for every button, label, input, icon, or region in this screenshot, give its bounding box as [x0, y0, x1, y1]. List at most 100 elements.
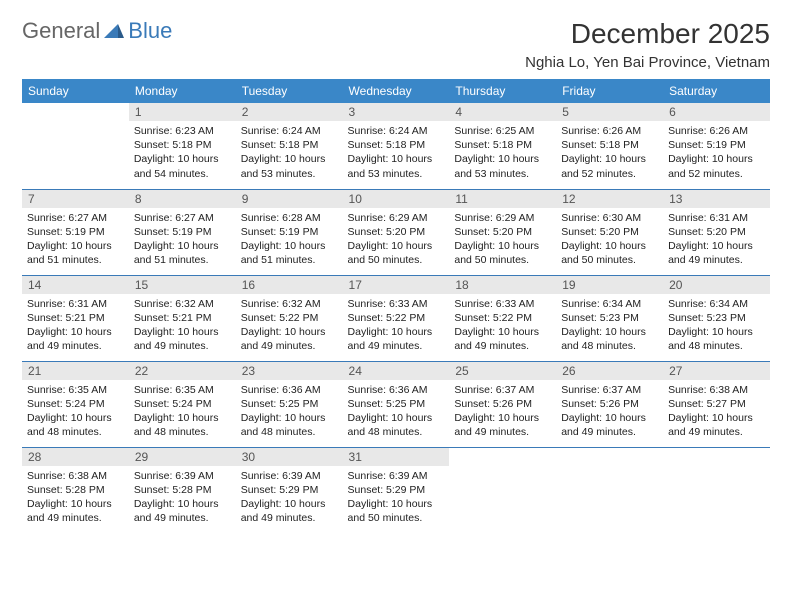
- day-info: Sunrise: 6:39 AMSunset: 5:28 PMDaylight:…: [129, 466, 236, 530]
- day-number: 10: [343, 190, 450, 208]
- day-number: 25: [449, 362, 556, 380]
- day-info: Sunrise: 6:26 AMSunset: 5:19 PMDaylight:…: [663, 121, 770, 185]
- day-number: 7: [22, 190, 129, 208]
- day-info: Sunrise: 6:32 AMSunset: 5:22 PMDaylight:…: [236, 294, 343, 358]
- day-info: Sunrise: 6:28 AMSunset: 5:19 PMDaylight:…: [236, 208, 343, 272]
- month-title: December 2025: [525, 18, 770, 50]
- weekday-header: Tuesday: [236, 79, 343, 103]
- day-number: 8: [129, 190, 236, 208]
- day-info: Sunrise: 6:24 AMSunset: 5:18 PMDaylight:…: [343, 121, 450, 185]
- day-info: Sunrise: 6:25 AMSunset: 5:18 PMDaylight:…: [449, 121, 556, 185]
- calendar-cell: 28Sunrise: 6:38 AMSunset: 5:28 PMDayligh…: [22, 447, 129, 533]
- calendar-cell: [663, 447, 770, 533]
- calendar-cell: 31Sunrise: 6:39 AMSunset: 5:29 PMDayligh…: [343, 447, 450, 533]
- day-info: Sunrise: 6:33 AMSunset: 5:22 PMDaylight:…: [449, 294, 556, 358]
- location: Nghia Lo, Yen Bai Province, Vietnam: [525, 54, 770, 71]
- calendar-cell: 2Sunrise: 6:24 AMSunset: 5:18 PMDaylight…: [236, 103, 343, 189]
- weekday-header: Friday: [556, 79, 663, 103]
- day-info: Sunrise: 6:23 AMSunset: 5:18 PMDaylight:…: [129, 121, 236, 185]
- day-info: Sunrise: 6:32 AMSunset: 5:21 PMDaylight:…: [129, 294, 236, 358]
- day-info: Sunrise: 6:39 AMSunset: 5:29 PMDaylight:…: [343, 466, 450, 530]
- day-info: Sunrise: 6:27 AMSunset: 5:19 PMDaylight:…: [22, 208, 129, 272]
- day-info: Sunrise: 6:36 AMSunset: 5:25 PMDaylight:…: [343, 380, 450, 444]
- weekday-header: Wednesday: [343, 79, 450, 103]
- weekday-header: Thursday: [449, 79, 556, 103]
- calendar-cell: 22Sunrise: 6:35 AMSunset: 5:24 PMDayligh…: [129, 361, 236, 447]
- day-info: Sunrise: 6:30 AMSunset: 5:20 PMDaylight:…: [556, 208, 663, 272]
- day-info: Sunrise: 6:36 AMSunset: 5:25 PMDaylight:…: [236, 380, 343, 444]
- day-info: Sunrise: 6:38 AMSunset: 5:27 PMDaylight:…: [663, 380, 770, 444]
- calendar-cell: [22, 103, 129, 189]
- day-info: Sunrise: 6:35 AMSunset: 5:24 PMDaylight:…: [22, 380, 129, 444]
- day-info: Sunrise: 6:34 AMSunset: 5:23 PMDaylight:…: [556, 294, 663, 358]
- calendar-cell: [449, 447, 556, 533]
- day-number: 20: [663, 276, 770, 294]
- calendar-cell: 29Sunrise: 6:39 AMSunset: 5:28 PMDayligh…: [129, 447, 236, 533]
- day-number: 12: [556, 190, 663, 208]
- day-number: 23: [236, 362, 343, 380]
- day-number: 30: [236, 448, 343, 466]
- header: General Blue December 2025 Nghia Lo, Yen…: [22, 18, 770, 71]
- day-number: 26: [556, 362, 663, 380]
- day-number: 29: [129, 448, 236, 466]
- day-number: 24: [343, 362, 450, 380]
- calendar-cell: 24Sunrise: 6:36 AMSunset: 5:25 PMDayligh…: [343, 361, 450, 447]
- calendar-cell: 11Sunrise: 6:29 AMSunset: 5:20 PMDayligh…: [449, 189, 556, 275]
- day-info: Sunrise: 6:29 AMSunset: 5:20 PMDaylight:…: [343, 208, 450, 272]
- weekday-header: Saturday: [663, 79, 770, 103]
- calendar-cell: 1Sunrise: 6:23 AMSunset: 5:18 PMDaylight…: [129, 103, 236, 189]
- day-number: 31: [343, 448, 450, 466]
- calendar-cell: 6Sunrise: 6:26 AMSunset: 5:19 PMDaylight…: [663, 103, 770, 189]
- day-number: 22: [129, 362, 236, 380]
- day-info: Sunrise: 6:34 AMSunset: 5:23 PMDaylight:…: [663, 294, 770, 358]
- calendar-cell: 23Sunrise: 6:36 AMSunset: 5:25 PMDayligh…: [236, 361, 343, 447]
- day-number: 19: [556, 276, 663, 294]
- day-number: 9: [236, 190, 343, 208]
- calendar-cell: 5Sunrise: 6:26 AMSunset: 5:18 PMDaylight…: [556, 103, 663, 189]
- calendar-cell: 16Sunrise: 6:32 AMSunset: 5:22 PMDayligh…: [236, 275, 343, 361]
- calendar-cell: 14Sunrise: 6:31 AMSunset: 5:21 PMDayligh…: [22, 275, 129, 361]
- day-number: 11: [449, 190, 556, 208]
- calendar-cell: 20Sunrise: 6:34 AMSunset: 5:23 PMDayligh…: [663, 275, 770, 361]
- title-block: December 2025 Nghia Lo, Yen Bai Province…: [525, 18, 770, 71]
- day-info: Sunrise: 6:37 AMSunset: 5:26 PMDaylight:…: [449, 380, 556, 444]
- day-info: Sunrise: 6:38 AMSunset: 5:28 PMDaylight:…: [22, 466, 129, 530]
- day-number: 2: [236, 103, 343, 121]
- calendar-cell: 12Sunrise: 6:30 AMSunset: 5:20 PMDayligh…: [556, 189, 663, 275]
- calendar-cell: 27Sunrise: 6:38 AMSunset: 5:27 PMDayligh…: [663, 361, 770, 447]
- calendar-cell: 7Sunrise: 6:27 AMSunset: 5:19 PMDaylight…: [22, 189, 129, 275]
- day-info: Sunrise: 6:31 AMSunset: 5:21 PMDaylight:…: [22, 294, 129, 358]
- day-number: 1: [129, 103, 236, 121]
- day-info: Sunrise: 6:31 AMSunset: 5:20 PMDaylight:…: [663, 208, 770, 272]
- day-info: Sunrise: 6:37 AMSunset: 5:26 PMDaylight:…: [556, 380, 663, 444]
- calendar-table: SundayMondayTuesdayWednesdayThursdayFrid…: [22, 79, 770, 533]
- calendar-cell: [556, 447, 663, 533]
- day-info: Sunrise: 6:27 AMSunset: 5:19 PMDaylight:…: [129, 208, 236, 272]
- day-info: Sunrise: 6:26 AMSunset: 5:18 PMDaylight:…: [556, 121, 663, 185]
- logo-triangle-icon: [104, 18, 124, 44]
- day-number: 21: [22, 362, 129, 380]
- calendar-cell: 3Sunrise: 6:24 AMSunset: 5:18 PMDaylight…: [343, 103, 450, 189]
- day-number: 16: [236, 276, 343, 294]
- weekday-header: Sunday: [22, 79, 129, 103]
- day-info: Sunrise: 6:33 AMSunset: 5:22 PMDaylight:…: [343, 294, 450, 358]
- day-number: 28: [22, 448, 129, 466]
- calendar-cell: 15Sunrise: 6:32 AMSunset: 5:21 PMDayligh…: [129, 275, 236, 361]
- calendar-cell: 17Sunrise: 6:33 AMSunset: 5:22 PMDayligh…: [343, 275, 450, 361]
- day-info: Sunrise: 6:35 AMSunset: 5:24 PMDaylight:…: [129, 380, 236, 444]
- day-number: 13: [663, 190, 770, 208]
- day-number: 15: [129, 276, 236, 294]
- calendar-cell: 18Sunrise: 6:33 AMSunset: 5:22 PMDayligh…: [449, 275, 556, 361]
- logo-text-2: Blue: [128, 18, 172, 44]
- calendar-cell: 4Sunrise: 6:25 AMSunset: 5:18 PMDaylight…: [449, 103, 556, 189]
- day-number: 6: [663, 103, 770, 121]
- calendar-cell: 9Sunrise: 6:28 AMSunset: 5:19 PMDaylight…: [236, 189, 343, 275]
- day-number: 14: [22, 276, 129, 294]
- day-number: 18: [449, 276, 556, 294]
- day-number: 17: [343, 276, 450, 294]
- calendar-cell: 8Sunrise: 6:27 AMSunset: 5:19 PMDaylight…: [129, 189, 236, 275]
- calendar-cell: 19Sunrise: 6:34 AMSunset: 5:23 PMDayligh…: [556, 275, 663, 361]
- calendar-cell: 21Sunrise: 6:35 AMSunset: 5:24 PMDayligh…: [22, 361, 129, 447]
- calendar-cell: 13Sunrise: 6:31 AMSunset: 5:20 PMDayligh…: [663, 189, 770, 275]
- logo: General Blue: [22, 18, 172, 44]
